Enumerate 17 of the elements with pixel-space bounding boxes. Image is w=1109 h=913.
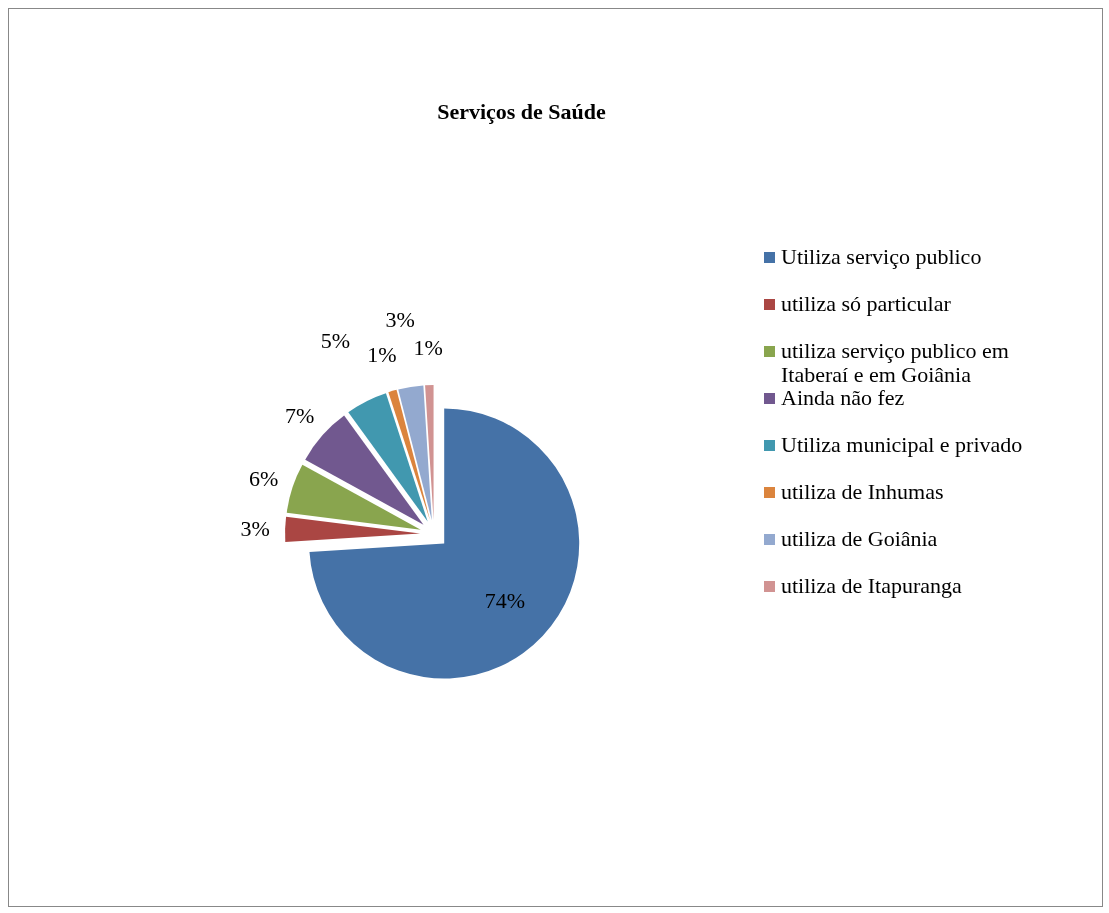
legend-label: Utiliza municipal e privado bbox=[781, 432, 1023, 457]
data-label: 1% bbox=[413, 334, 443, 360]
data-label: 6% bbox=[249, 466, 279, 492]
data-label: 74% bbox=[484, 588, 526, 614]
legend-label: Ainda não fez bbox=[781, 385, 905, 410]
legend-label: Utiliza serviço publico bbox=[781, 244, 982, 269]
data-label: 3% bbox=[240, 515, 270, 541]
legend-label: utiliza de Inhumas bbox=[781, 479, 944, 504]
legend-label: utiliza de Itapuranga bbox=[781, 573, 962, 598]
legend-label: utiliza só particular bbox=[781, 291, 951, 316]
legend-label: utiliza de Goiânia bbox=[781, 526, 938, 551]
data-label: 5% bbox=[320, 328, 351, 354]
data-label: 1% bbox=[367, 341, 397, 367]
data-label: 7% bbox=[285, 403, 315, 429]
chart-title: Serviços de Saúde bbox=[436, 99, 607, 125]
legend-label: utiliza serviço publico em Itaberaí e em Goiânia bbox=[781, 338, 1010, 387]
data-label: 3% bbox=[385, 307, 415, 333]
